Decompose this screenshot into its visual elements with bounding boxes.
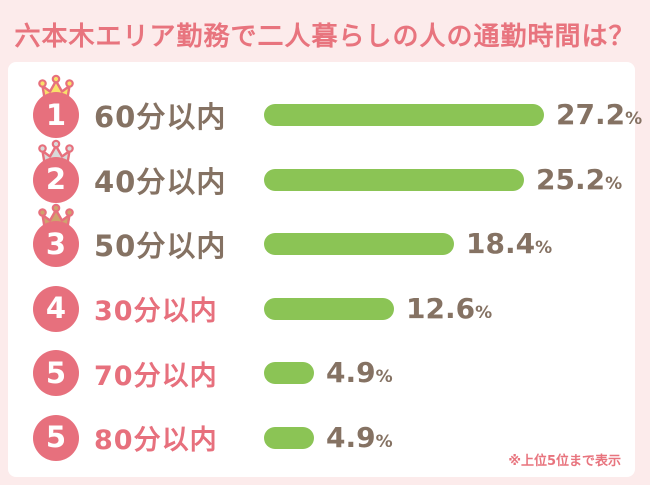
- category-label: 40分以内: [94, 164, 227, 199]
- rank-number: 4: [45, 291, 67, 326]
- value-number: 4.9: [326, 356, 376, 390]
- rank-row: 1 60分以内 27.2%: [32, 74, 642, 148]
- percent-sign: %: [475, 302, 493, 323]
- bar-area: 4.9%: [264, 420, 625, 454]
- rank-row: 3 50分以内 18.4%: [32, 203, 625, 277]
- value-bar: [264, 168, 524, 191]
- value-number: 25.2: [536, 162, 606, 196]
- rank-number: 3: [45, 226, 67, 261]
- rank-circle: 3: [33, 221, 79, 268]
- rank-number: 5: [45, 420, 67, 455]
- value-number: 4.9: [326, 420, 376, 454]
- value-number: 18.4: [466, 227, 536, 261]
- value-text: 12.6%: [406, 291, 493, 325]
- ranking-list: 1 60分以内 27.2% 2 40分以内 25.: [32, 74, 642, 471]
- rank-badge: 4: [32, 285, 80, 333]
- percent-sign: %: [605, 173, 623, 194]
- rank-row: 2 40分以内 25.2%: [32, 139, 625, 213]
- percent-sign: %: [375, 367, 393, 388]
- rank-row: 4 30分以内 12.6%: [32, 277, 625, 342]
- value-bar: [264, 104, 544, 127]
- rank-badge: 5: [32, 414, 80, 462]
- value-text: 18.4%: [466, 230, 552, 258]
- value-text: 25.2%: [536, 162, 623, 196]
- value-text: 4.9%: [326, 420, 393, 454]
- rank-row: 5 70分以内 4.9%: [32, 341, 625, 406]
- rank-circle: 5: [33, 414, 79, 461]
- percent-sign: %: [625, 109, 643, 130]
- rank-badge: 5: [32, 349, 80, 397]
- value-bar: [264, 426, 314, 449]
- rank-circle: 2: [33, 156, 79, 203]
- category-label: 80分以内: [94, 425, 218, 457]
- bar-area: 25.2%: [264, 162, 625, 196]
- rank-badge: 2: [32, 139, 80, 204]
- rank-badge: 3: [32, 203, 80, 268]
- bar-area: 12.6%: [264, 291, 625, 325]
- rank-number: 1: [45, 97, 67, 132]
- bar-area: 27.2%: [264, 101, 642, 129]
- rank-number: 5: [45, 355, 67, 390]
- bar-area: 4.9%: [264, 359, 625, 387]
- rank-badge: 1: [32, 74, 80, 139]
- value-bar: [264, 233, 454, 256]
- rank-circle: 4: [33, 285, 79, 332]
- page-title: 六本木エリア勤務で二人暮らしの人の通勤時間は？: [14, 22, 636, 52]
- category-label: 70分以内: [94, 360, 218, 392]
- category-label: 60分以内: [94, 100, 227, 135]
- category-label: 50分以内: [94, 229, 227, 264]
- footnote: ※上位5位まで表示: [508, 454, 621, 469]
- chart-card: 1 60分以内 27.2% 2 40分以内 25.: [8, 62, 642, 477]
- percent-sign: %: [375, 431, 393, 452]
- rank-number: 2: [45, 162, 67, 197]
- rank-circle: 5: [33, 350, 79, 397]
- rank-circle: 1: [33, 92, 79, 139]
- value-bar: [264, 362, 314, 385]
- value-number: 12.6: [406, 291, 476, 325]
- percent-sign: %: [535, 238, 553, 259]
- category-label: 30分以内: [94, 296, 218, 328]
- rank-row: 5 80分以内 4.9%: [32, 406, 625, 471]
- value-text: 4.9%: [326, 359, 393, 387]
- bar-area: 18.4%: [264, 230, 625, 258]
- value-text: 27.2%: [556, 101, 642, 129]
- value-bar: [264, 297, 394, 320]
- value-number: 27.2: [556, 98, 626, 132]
